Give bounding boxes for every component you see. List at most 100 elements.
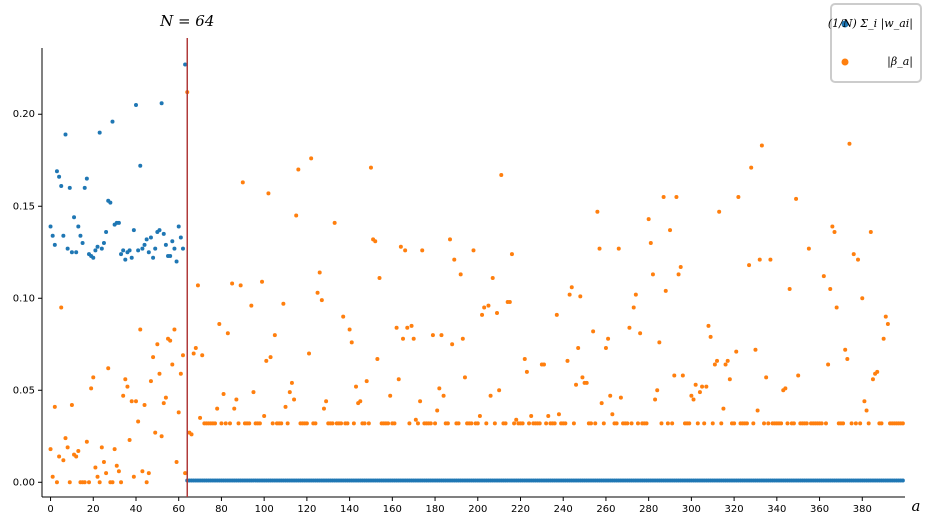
- y-tick-label: 0.10: [13, 293, 35, 304]
- point: [541, 362, 546, 367]
- point: [462, 375, 467, 380]
- point: [779, 421, 784, 426]
- x-tick-label: 0: [47, 504, 53, 515]
- point: [76, 224, 81, 229]
- point: [601, 421, 606, 426]
- point: [174, 460, 179, 465]
- point: [215, 406, 220, 411]
- point: [571, 421, 576, 426]
- point: [567, 292, 572, 297]
- point: [629, 421, 634, 426]
- point: [843, 347, 848, 352]
- point: [260, 279, 265, 284]
- point: [213, 421, 218, 426]
- point: [232, 406, 237, 411]
- point: [497, 388, 502, 393]
- point: [593, 421, 598, 426]
- point: [674, 195, 679, 200]
- x-tick-label: 100: [255, 504, 274, 515]
- point: [159, 101, 164, 106]
- point: [563, 421, 568, 426]
- point: [142, 402, 147, 407]
- point: [653, 397, 658, 402]
- point: [347, 327, 352, 332]
- point: [475, 421, 480, 426]
- point: [405, 325, 410, 330]
- point: [870, 377, 875, 382]
- point: [48, 224, 53, 229]
- point: [635, 421, 640, 426]
- point: [411, 336, 416, 341]
- point: [227, 421, 232, 426]
- point: [723, 362, 728, 367]
- point: [430, 333, 435, 338]
- point: [97, 130, 102, 135]
- point: [84, 439, 89, 444]
- point: [785, 421, 790, 426]
- legend-label: |β_a|: [887, 55, 913, 69]
- point: [104, 471, 109, 476]
- point: [373, 239, 378, 244]
- point: [191, 351, 196, 356]
- point: [78, 233, 83, 238]
- point: [749, 165, 754, 170]
- point: [57, 454, 62, 459]
- point: [163, 395, 168, 400]
- point: [849, 421, 854, 426]
- point: [341, 314, 346, 319]
- point: [366, 421, 371, 426]
- point: [646, 217, 651, 222]
- point: [84, 176, 89, 181]
- point: [415, 421, 420, 426]
- x-tick-label: 260: [596, 504, 615, 515]
- point: [569, 285, 574, 290]
- point: [866, 421, 871, 426]
- point: [174, 259, 179, 264]
- point: [396, 377, 401, 382]
- point: [392, 421, 397, 426]
- point: [101, 460, 106, 465]
- point: [554, 312, 559, 317]
- point: [823, 421, 828, 426]
- y-tick-label: 0.05: [13, 385, 35, 396]
- point: [864, 408, 869, 413]
- point: [296, 167, 301, 172]
- point: [394, 325, 399, 330]
- point: [452, 257, 457, 262]
- point: [633, 292, 638, 297]
- point: [119, 480, 124, 485]
- point: [65, 246, 70, 251]
- point: [409, 323, 414, 328]
- point: [104, 230, 109, 235]
- point: [93, 465, 98, 470]
- point: [456, 421, 461, 426]
- point: [437, 386, 442, 391]
- point: [847, 141, 852, 146]
- point: [618, 395, 623, 400]
- point: [313, 421, 318, 426]
- point: [458, 272, 463, 277]
- point: [377, 276, 382, 281]
- point: [146, 250, 151, 255]
- point: [584, 380, 589, 385]
- point: [170, 362, 175, 367]
- point: [610, 412, 615, 417]
- x-tick-label: 180: [426, 504, 445, 515]
- point: [193, 345, 198, 350]
- x-tick-label: 300: [682, 504, 701, 515]
- point: [655, 388, 660, 393]
- point: [50, 233, 55, 238]
- point: [580, 375, 585, 380]
- point: [136, 419, 141, 424]
- point: [747, 263, 752, 268]
- point: [76, 448, 81, 453]
- point: [578, 294, 583, 299]
- point: [319, 298, 324, 303]
- point: [180, 246, 185, 251]
- point: [665, 421, 670, 426]
- x-tick-label: 80: [215, 504, 228, 515]
- point: [676, 272, 681, 277]
- point: [732, 421, 737, 426]
- point: [680, 373, 685, 378]
- point: [50, 474, 55, 479]
